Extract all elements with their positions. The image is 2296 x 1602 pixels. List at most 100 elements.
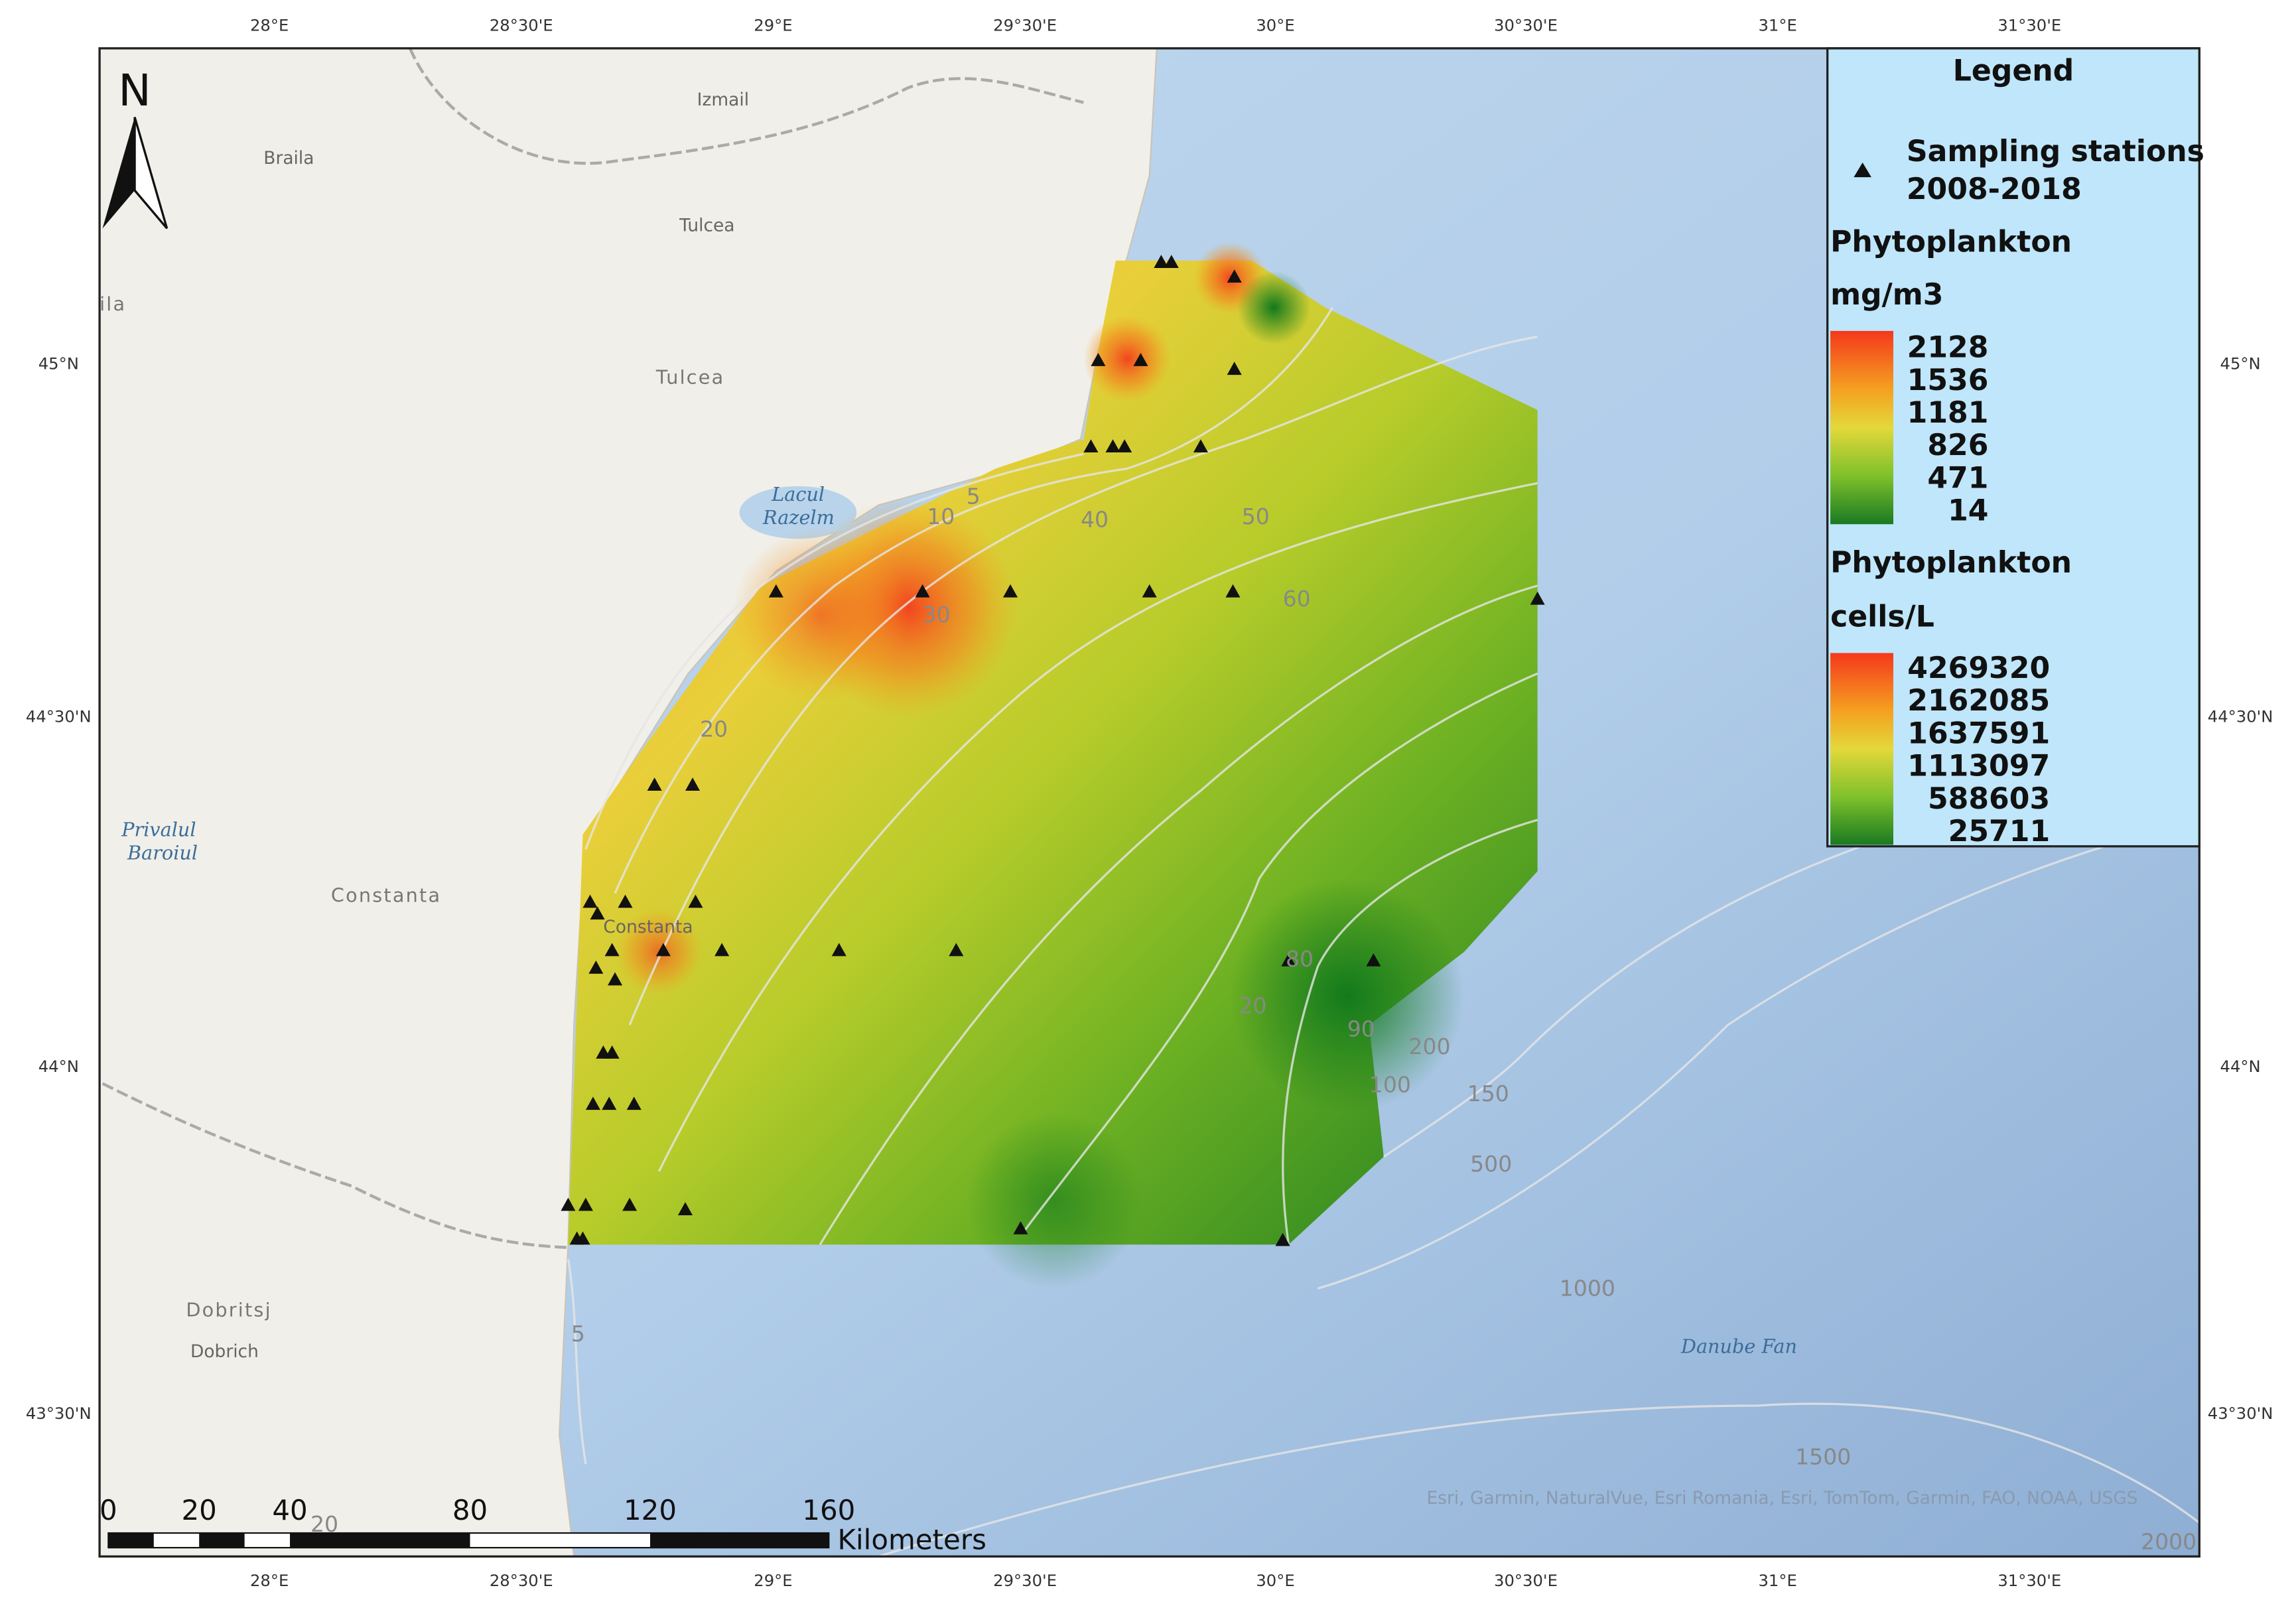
water-label: Baroiul: [127, 842, 198, 864]
coldspot: [966, 1112, 1142, 1289]
ramp-label: 4269320: [1907, 651, 2050, 685]
north-arrow: N: [102, 65, 169, 230]
legend-label: Sampling stations: [1907, 135, 2204, 168]
land: [98, 47, 1158, 1558]
station: [1530, 591, 1545, 605]
station: [1002, 584, 1018, 598]
water-label: Danube Fan: [1680, 1335, 1797, 1358]
coordinate-labels: 28°E 28°30'E 29°E 29°30'E 30°E 30°30'E 31°E 31°…: [26, 16, 2273, 1590]
contour: [878, 1402, 2200, 1558]
ramp-label: 2128: [1907, 331, 1989, 365]
ramp-label: 25711: [1948, 815, 2051, 848]
station: [1164, 255, 1179, 268]
ramp-label: 14: [1948, 494, 1988, 528]
scale-label: 120: [624, 1494, 677, 1526]
station: [582, 894, 598, 908]
station: [608, 972, 623, 986]
station: [677, 1202, 693, 1216]
contour: [657, 482, 1538, 1172]
lon-label: 29°E: [754, 16, 792, 35]
scale-segment: [199, 1533, 245, 1548]
place-label: Tulcea: [679, 216, 734, 236]
contour: [567, 1258, 587, 1465]
contour-label: 200: [1408, 1034, 1450, 1059]
lon-label: 31°30'E: [1997, 16, 2061, 35]
station: [831, 943, 846, 957]
station: [578, 1197, 593, 1211]
scale-label: 160: [802, 1494, 855, 1526]
contour: [1317, 819, 2200, 1290]
scale-label: 0: [100, 1494, 117, 1526]
lon-label: 28°30'E: [490, 1571, 553, 1590]
lon-label: 31°E: [1758, 16, 1796, 35]
station: [602, 1097, 617, 1110]
lon-label: 31°E: [1758, 1571, 1796, 1590]
scale-segment: [290, 1533, 470, 1548]
scale-bar: Kilometers 0 20 40 80 120 160: [100, 1494, 986, 1556]
lat-label: 43°30'N: [26, 1404, 92, 1423]
station: [1133, 352, 1148, 366]
scale-unit: Kilometers: [838, 1523, 986, 1556]
contour-labels: 5 10 20 30 40 50 60 80 20 90 100 200 150…: [310, 483, 2196, 1554]
stations: [561, 255, 1545, 1246]
legend-unit: cells/L: [1830, 600, 1934, 634]
contour-label: 60: [1283, 586, 1311, 612]
station: [1227, 362, 1242, 375]
arrow-half: [102, 117, 135, 229]
station: [949, 943, 964, 957]
contour: [628, 336, 1538, 1026]
lon-label: 30°30'E: [1494, 16, 1558, 35]
station: [604, 943, 620, 957]
lon-label: 30°E: [1256, 16, 1294, 35]
station: [604, 1045, 620, 1059]
contour-label: 2000: [2141, 1528, 2196, 1554]
hotspot: [732, 527, 908, 703]
ramp-label: 588603: [1928, 782, 2050, 816]
scale-label: 20: [182, 1494, 217, 1526]
coldspot: [1237, 271, 1311, 344]
legend-title: Legend: [1953, 54, 2074, 88]
contour-label: 20: [700, 716, 728, 742]
station: [618, 894, 633, 908]
station: [647, 777, 662, 791]
station: [768, 584, 783, 598]
lat-label: 44°30'N: [26, 707, 92, 726]
contour-label: 5: [571, 1321, 585, 1347]
ramp-label: 1113097: [1907, 750, 2050, 783]
lat-label: 44°30'N: [2208, 707, 2273, 726]
scale-segment: [108, 1533, 154, 1548]
station: [585, 1097, 600, 1110]
contour-label: 1000: [1560, 1275, 1615, 1301]
station: [588, 960, 604, 974]
water-label: Privalul: [121, 818, 196, 840]
contour: [819, 584, 1538, 1246]
contour-label: 80: [1286, 946, 1314, 972]
place-label: Constanta: [603, 917, 693, 937]
attribution: Esri, Garmin, NaturalVue, Esri Romania, …: [1426, 1488, 2137, 1508]
scale-segment: [650, 1533, 829, 1548]
lon-label: 28°30'E: [490, 16, 553, 35]
region-label: Tulcea: [655, 366, 725, 388]
station: [1275, 1233, 1290, 1246]
station-symbol: [1854, 163, 1871, 178]
legend-heading: Phytoplankton: [1830, 546, 2072, 580]
place-labels: Izmail Braila Tulcea Tulcea ila Lacul Ra…: [100, 90, 1797, 1362]
contour-label: 150: [1467, 1081, 1509, 1106]
ramp-label: 1181: [1907, 396, 1989, 430]
contour-label: 30: [923, 602, 951, 628]
station: [1091, 352, 1106, 366]
station: [1366, 953, 1381, 967]
station: [626, 1097, 642, 1110]
station: [1281, 953, 1296, 967]
ramp-label: 1536: [1907, 364, 1989, 397]
water-label: Razelm: [762, 506, 835, 529]
lon-label: 28°E: [250, 1571, 289, 1590]
region-label: Dobritsj: [186, 1298, 271, 1321]
border: [409, 47, 1084, 165]
station: [590, 906, 605, 920]
legend: Legend Sampling stations 2008-2018 Phyto…: [1826, 47, 2204, 849]
arrow-half: [133, 117, 169, 230]
